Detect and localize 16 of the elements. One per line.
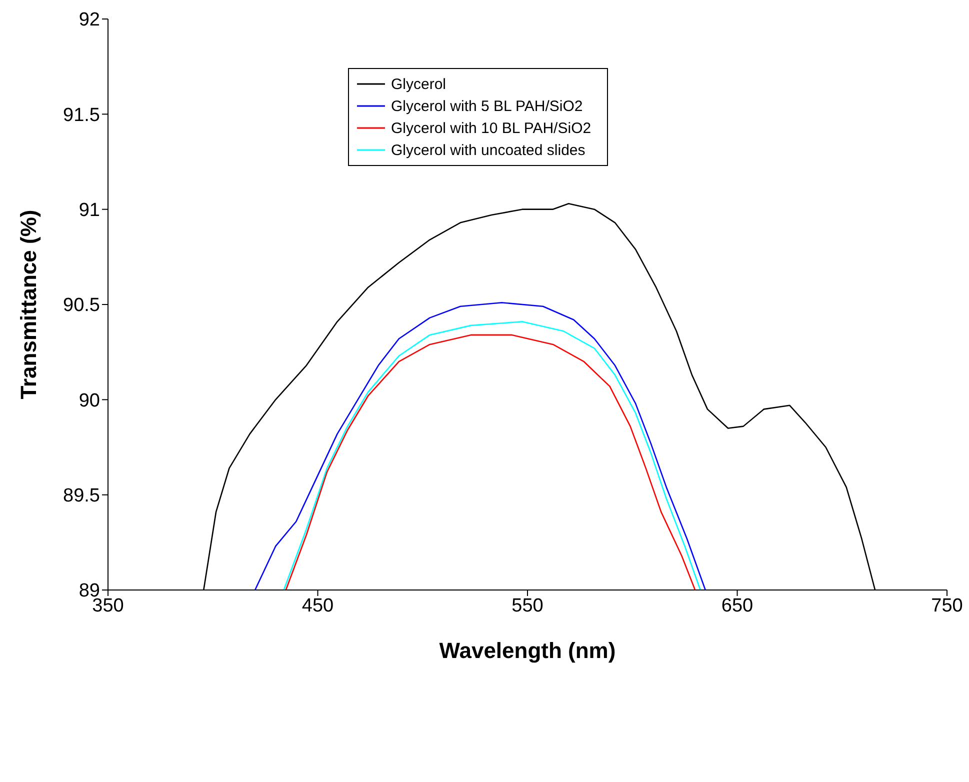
- y-tick-label: 90: [78, 390, 100, 412]
- x-tick-label: 450: [302, 595, 334, 616]
- x-tick-label: 750: [931, 595, 963, 616]
- x-tick-label: 650: [721, 595, 754, 616]
- y-axis-title: Transmittance (%): [16, 210, 41, 400]
- y-tick-label: 91: [78, 200, 100, 222]
- x-tick-label: 550: [512, 595, 544, 616]
- x-axis-title: Wavelength (nm): [439, 638, 616, 663]
- legend-label: Glycerol with 5 BL PAH/SiO2: [391, 98, 583, 114]
- y-tick-label: 90.5: [63, 295, 100, 316]
- y-tick-label: 92: [78, 10, 100, 31]
- y-tick-label: 91.5: [63, 104, 100, 126]
- legend-label: Glycerol with 10 BL PAH/SiO2: [391, 120, 592, 136]
- y-tick-label: 89.5: [63, 486, 100, 507]
- legend-label: Glycerol: [391, 76, 446, 92]
- legend-label: Glycerol with uncoated slides: [391, 142, 586, 158]
